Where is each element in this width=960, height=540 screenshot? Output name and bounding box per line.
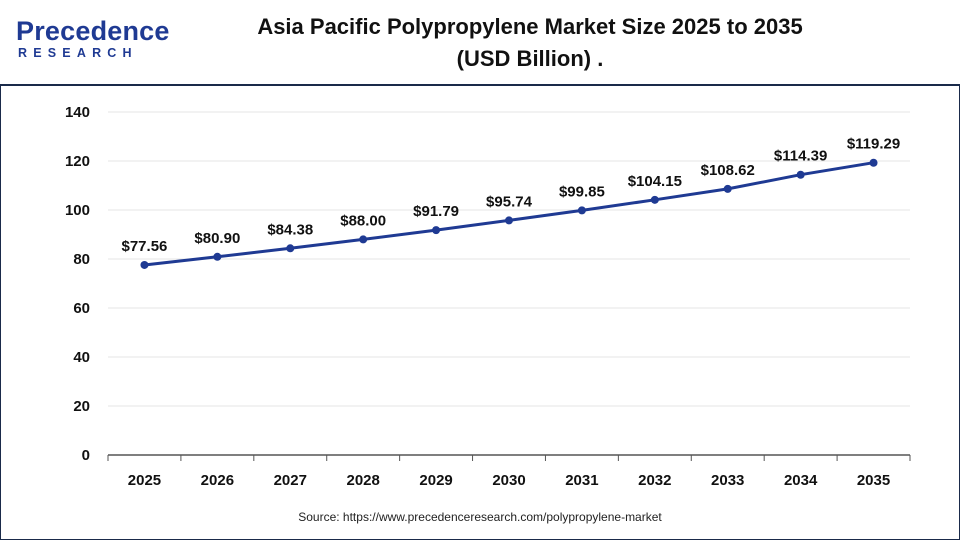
series-line-path — [144, 161, 874, 267]
data-label: $99.85 — [559, 183, 605, 200]
logo-wordmark: Precedence — [16, 16, 170, 46]
x-tick-label: 2028 — [346, 472, 379, 489]
series-line — [144, 161, 874, 267]
data-point — [650, 195, 659, 204]
x-tick-label: 2027 — [274, 472, 307, 489]
data-label: $108.62 — [701, 162, 755, 179]
x-tick-label: 2029 — [419, 472, 452, 489]
data-label: $88.00 — [340, 212, 386, 229]
data-label: $119.29 — [847, 136, 900, 153]
data-labels: $77.56 $80.90 $84.38 $88.00 $91.79 $95.74 $99.… — [122, 136, 901, 255]
axes: 0 20 40 60 80 100 120 140 2025 2026 2027 2028 2029 20… — [65, 104, 911, 489]
data-point — [140, 260, 149, 269]
data-point — [869, 158, 878, 167]
data-point — [359, 235, 368, 244]
data-point — [577, 206, 586, 215]
brand-logo: Precedence RESEARCH — [16, 12, 169, 64]
data-points — [140, 158, 878, 269]
y-tick-label: 20 — [73, 398, 90, 415]
data-point — [286, 244, 295, 253]
data-label: $91.79 — [413, 203, 459, 220]
x-tick-label: 2033 — [711, 472, 744, 489]
y-tick-label: 40 — [73, 349, 90, 366]
x-tick-label: 2032 — [638, 472, 671, 489]
data-label: $84.38 — [267, 221, 313, 238]
x-tick-label: 2031 — [565, 472, 598, 489]
logo-subtitle: RESEARCH — [18, 46, 138, 60]
y-tick-label: 60 — [73, 300, 90, 317]
data-point — [505, 216, 513, 225]
data-label: $114.39 — [774, 148, 827, 165]
data-label: $80.90 — [194, 230, 240, 247]
data-point — [723, 184, 732, 193]
data-point — [213, 252, 222, 261]
y-tick-label: 100 — [65, 202, 90, 219]
data-point — [796, 170, 805, 179]
x-tick-label: 2025 — [128, 472, 161, 489]
source-note: Source: https://www.precedenceresearch.c… — [298, 510, 662, 524]
data-label: $104.15 — [628, 173, 682, 190]
y-tick-label: 0 — [82, 447, 90, 464]
chart-title-unit: (USD Billion) . — [456, 46, 604, 71]
y-tick-label: 140 — [65, 104, 90, 121]
x-tick-label: 2030 — [492, 472, 525, 489]
x-tick-label: 2034 — [784, 472, 818, 489]
chart-title: Asia Pacific Polypropylene Market Size 2… — [257, 14, 803, 39]
data-label: $77.56 — [122, 238, 168, 255]
y-tick-label: 120 — [65, 153, 90, 170]
header: Precedence RESEARCH Asia Pacific Polypro… — [0, 0, 960, 86]
gridlines — [108, 111, 910, 407]
data-label: $95.74 — [486, 193, 533, 210]
x-tick-label: 2035 — [857, 472, 890, 489]
y-tick-label: 80 — [73, 251, 90, 268]
x-tick-label: 2026 — [201, 472, 234, 489]
data-point — [432, 226, 441, 235]
